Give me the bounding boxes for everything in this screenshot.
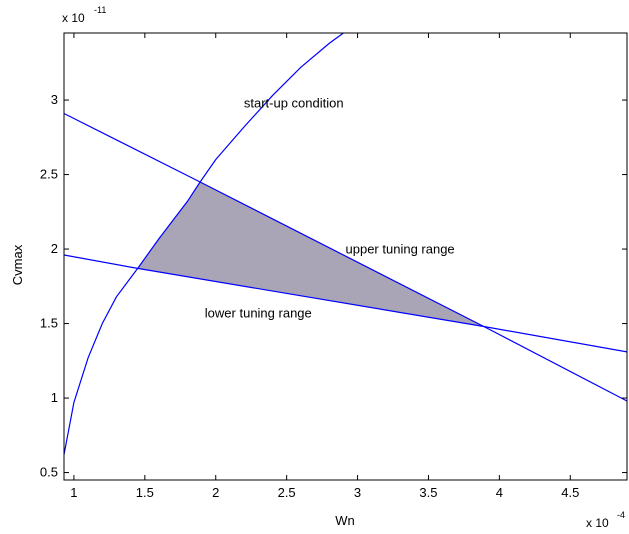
y-axis-label: Cvmax xyxy=(10,244,25,285)
x-axis-label: Wn xyxy=(335,513,355,528)
y-axis: 0.5 1 1.5 2 2.5 3 xyxy=(40,92,627,480)
annotation-label: start-up condition xyxy=(244,96,344,111)
plot-frame xyxy=(63,32,628,481)
series-lower-tuning-range xyxy=(64,254,627,353)
feasible-region-layer xyxy=(137,182,484,327)
x-tick-label: 4.5 xyxy=(561,485,579,500)
x-tick-label: 3 xyxy=(354,485,361,500)
x-multiplier-base: x 10 xyxy=(586,516,609,530)
y-multiplier-base: x 10 xyxy=(62,11,85,25)
y-tick-label: 2.5 xyxy=(40,167,58,182)
x-multiplier-exponent: -4 xyxy=(617,510,625,520)
y-tick-label: 2 xyxy=(51,241,58,256)
y-tick-label: 1.5 xyxy=(40,316,58,331)
annotation-label: lower tuning range xyxy=(205,306,312,321)
series-layer xyxy=(64,33,627,455)
feasible-region xyxy=(137,182,484,327)
x-tick-label: 4 xyxy=(496,485,503,500)
y-multiplier: x 10 -11 xyxy=(62,5,106,25)
x-tick-label: 3.5 xyxy=(419,485,437,500)
y-tick-label: 3 xyxy=(51,92,58,107)
x-tick-label: 2.5 xyxy=(278,485,296,500)
series-upper-tuning-range xyxy=(64,112,627,402)
x-tick-label: 1.5 xyxy=(136,485,154,500)
series-start-up-condition xyxy=(64,33,344,455)
x-multiplier: x 10 -4 xyxy=(586,510,625,530)
y-tick-label: 0.5 xyxy=(40,465,58,480)
annotation-label: upper tuning range xyxy=(346,242,455,257)
y-multiplier-exponent: -11 xyxy=(94,5,106,15)
x-tick-label: 1 xyxy=(70,485,77,500)
x-tick-label: 2 xyxy=(212,485,219,500)
annotations: start-up condition upper tuning range lowe… xyxy=(205,96,455,321)
x-axis: 1 1.5 2 2.5 3 3.5 4 4.5 xyxy=(70,33,579,500)
y-tick-label: 1 xyxy=(51,390,58,405)
